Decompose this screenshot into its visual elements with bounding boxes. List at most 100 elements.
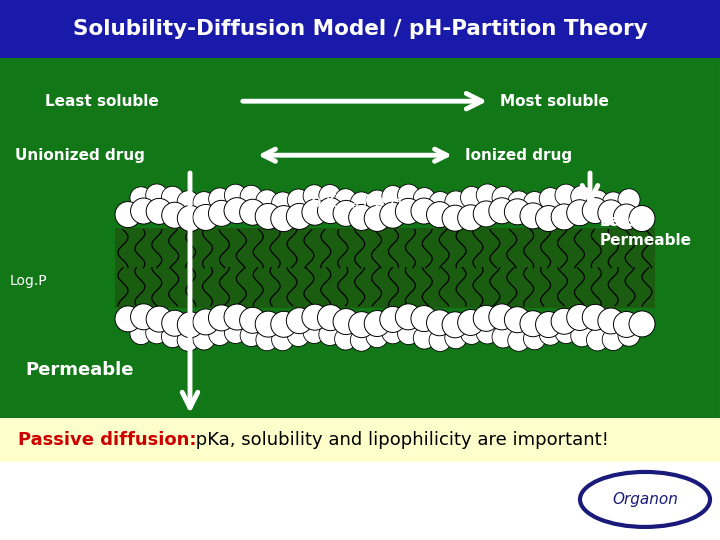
Circle shape bbox=[505, 307, 531, 333]
Circle shape bbox=[555, 321, 577, 343]
Circle shape bbox=[618, 324, 640, 346]
Circle shape bbox=[413, 327, 436, 349]
Circle shape bbox=[426, 310, 452, 336]
Circle shape bbox=[571, 325, 593, 347]
Circle shape bbox=[364, 205, 390, 232]
Circle shape bbox=[193, 328, 215, 350]
Circle shape bbox=[115, 201, 141, 227]
Circle shape bbox=[271, 311, 297, 338]
Circle shape bbox=[209, 323, 230, 346]
Circle shape bbox=[473, 305, 499, 332]
Circle shape bbox=[145, 184, 168, 206]
Circle shape bbox=[146, 198, 172, 224]
Circle shape bbox=[177, 191, 199, 213]
Circle shape bbox=[411, 306, 437, 332]
Circle shape bbox=[571, 186, 593, 207]
Circle shape bbox=[319, 185, 341, 207]
Circle shape bbox=[520, 310, 546, 337]
Circle shape bbox=[445, 191, 467, 213]
Ellipse shape bbox=[580, 472, 710, 527]
Circle shape bbox=[489, 304, 515, 330]
Circle shape bbox=[271, 206, 297, 232]
Circle shape bbox=[629, 311, 655, 337]
Circle shape bbox=[335, 328, 356, 350]
Circle shape bbox=[508, 191, 530, 213]
Circle shape bbox=[366, 190, 388, 212]
Circle shape bbox=[379, 202, 406, 228]
Circle shape bbox=[539, 187, 562, 210]
Circle shape bbox=[442, 312, 468, 338]
Circle shape bbox=[303, 321, 325, 343]
Circle shape bbox=[508, 329, 530, 352]
Circle shape bbox=[395, 304, 421, 330]
Circle shape bbox=[489, 198, 515, 224]
Circle shape bbox=[209, 188, 230, 210]
Text: a: a bbox=[351, 201, 358, 211]
Circle shape bbox=[240, 199, 266, 225]
Circle shape bbox=[476, 322, 498, 344]
Circle shape bbox=[318, 305, 343, 330]
Circle shape bbox=[473, 201, 499, 227]
Circle shape bbox=[209, 305, 235, 331]
Circle shape bbox=[193, 309, 219, 335]
Circle shape bbox=[287, 325, 310, 347]
Circle shape bbox=[287, 204, 312, 230]
Circle shape bbox=[536, 312, 562, 338]
Circle shape bbox=[348, 312, 374, 338]
Circle shape bbox=[587, 329, 608, 351]
Circle shape bbox=[240, 325, 262, 347]
Text: Permeable: Permeable bbox=[25, 361, 133, 379]
Bar bbox=[0, 462, 720, 540]
Text: Unionized drug: Unionized drug bbox=[15, 148, 145, 163]
Circle shape bbox=[130, 187, 152, 209]
Circle shape bbox=[193, 205, 219, 231]
Text: Passive diffusion:: Passive diffusion: bbox=[18, 431, 197, 449]
Circle shape bbox=[598, 308, 624, 334]
Circle shape bbox=[413, 187, 436, 210]
Circle shape bbox=[271, 192, 294, 214]
Circle shape bbox=[256, 190, 278, 212]
Circle shape bbox=[582, 198, 608, 224]
Circle shape bbox=[397, 184, 420, 206]
Circle shape bbox=[240, 307, 266, 333]
Circle shape bbox=[130, 322, 152, 345]
Circle shape bbox=[177, 312, 203, 338]
Circle shape bbox=[115, 306, 141, 332]
Circle shape bbox=[225, 321, 246, 343]
Circle shape bbox=[240, 185, 262, 207]
Circle shape bbox=[255, 311, 282, 337]
Circle shape bbox=[618, 189, 640, 211]
Circle shape bbox=[271, 329, 294, 351]
Circle shape bbox=[302, 304, 328, 330]
Circle shape bbox=[351, 329, 372, 351]
Circle shape bbox=[505, 199, 531, 225]
Circle shape bbox=[161, 326, 184, 348]
Circle shape bbox=[256, 329, 278, 351]
Circle shape bbox=[587, 190, 608, 212]
Circle shape bbox=[567, 305, 593, 330]
Circle shape bbox=[602, 328, 624, 350]
Circle shape bbox=[426, 201, 452, 228]
Circle shape bbox=[130, 304, 156, 330]
Circle shape bbox=[602, 192, 624, 214]
Circle shape bbox=[303, 185, 325, 207]
Circle shape bbox=[411, 198, 437, 224]
Text: / p.H: / p.H bbox=[358, 193, 402, 211]
Circle shape bbox=[335, 188, 356, 211]
Text: Least soluble: Least soluble bbox=[45, 94, 158, 109]
Text: Log.P: Log.P bbox=[10, 274, 48, 288]
Text: pKa, solubility and lipophilicity are important!: pKa, solubility and lipophilicity are im… bbox=[190, 431, 609, 449]
Circle shape bbox=[225, 184, 246, 206]
Circle shape bbox=[382, 322, 404, 344]
Circle shape bbox=[162, 310, 188, 336]
Circle shape bbox=[395, 198, 421, 224]
Text: p.K: p.K bbox=[310, 193, 337, 211]
Circle shape bbox=[458, 309, 484, 335]
Text: Solubility-Diffusion Model / pH-Partition Theory: Solubility-Diffusion Model / pH-Partitio… bbox=[73, 19, 647, 39]
Circle shape bbox=[146, 306, 172, 332]
Circle shape bbox=[224, 304, 250, 330]
Circle shape bbox=[302, 199, 328, 225]
Circle shape bbox=[161, 186, 184, 208]
Circle shape bbox=[429, 192, 451, 214]
Circle shape bbox=[364, 310, 390, 336]
